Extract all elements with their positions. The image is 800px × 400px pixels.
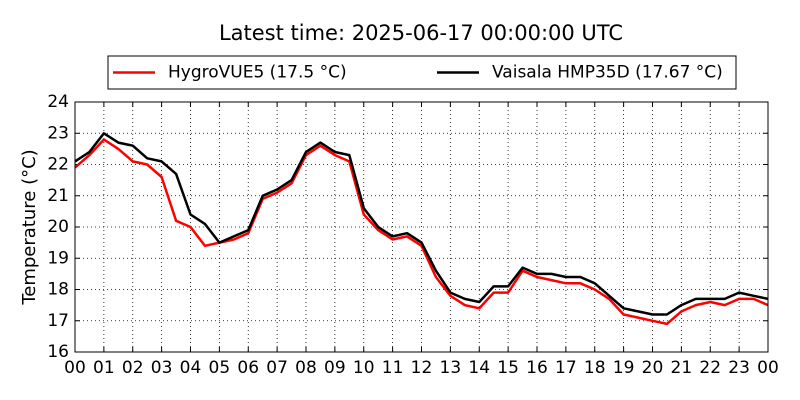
x-tick-label: 15 xyxy=(497,358,519,378)
y-tick-label: 16 xyxy=(47,342,69,362)
x-tick-label: 01 xyxy=(93,358,115,378)
chart-title: Latest time: 2025-06-17 00:00:00 UTC xyxy=(219,21,623,45)
x-tick-label: 20 xyxy=(642,358,664,378)
y-axis-label: Temperature (°C) xyxy=(19,149,40,305)
x-tick-label: 05 xyxy=(209,358,231,378)
y-tick-label: 22 xyxy=(47,155,69,175)
x-tick-label: 12 xyxy=(411,358,433,378)
x-tick-label: 13 xyxy=(440,358,462,378)
plot-frame xyxy=(74,101,769,353)
x-tick-label: 02 xyxy=(122,358,144,378)
x-tick-label: 09 xyxy=(324,358,346,378)
x-tick-label: 04 xyxy=(180,358,202,378)
y-tick-label: 17 xyxy=(47,311,69,331)
data-line xyxy=(74,132,769,316)
x-tick-label: 18 xyxy=(584,358,606,378)
y-tick-label: 24 xyxy=(47,92,69,112)
x-tick-label: 07 xyxy=(266,358,288,378)
legend-label: HygroVUE5 (17.5 °C) xyxy=(168,63,347,83)
x-tick-label: 14 xyxy=(468,358,490,378)
y-tick-label: 18 xyxy=(47,280,69,300)
x-tick-label: 11 xyxy=(382,358,404,378)
x-tick-label: 00 xyxy=(757,358,779,378)
y-tick-label: 19 xyxy=(47,248,69,268)
x-tick-label: 10 xyxy=(353,358,375,378)
y-tick-label: 20 xyxy=(47,217,69,237)
data-line xyxy=(74,138,769,326)
x-tick-label: 08 xyxy=(295,358,317,378)
x-tick-label: 23 xyxy=(728,358,750,378)
x-tick-label: 00 xyxy=(64,358,86,378)
legend-label: Vaisala HMP35D (17.67 °C) xyxy=(492,63,723,83)
x-tick-label: 19 xyxy=(613,358,635,378)
x-tick-label: 17 xyxy=(555,358,577,378)
x-tick-label: 21 xyxy=(671,358,693,378)
x-tick-label: 16 xyxy=(526,358,548,378)
y-tick-label: 23 xyxy=(47,123,69,143)
x-tick-label: 03 xyxy=(151,358,173,378)
x-tick-label: 06 xyxy=(237,358,259,378)
y-tick-label: 21 xyxy=(47,186,69,206)
x-tick-label: 22 xyxy=(699,358,721,378)
legend-box xyxy=(107,55,737,90)
